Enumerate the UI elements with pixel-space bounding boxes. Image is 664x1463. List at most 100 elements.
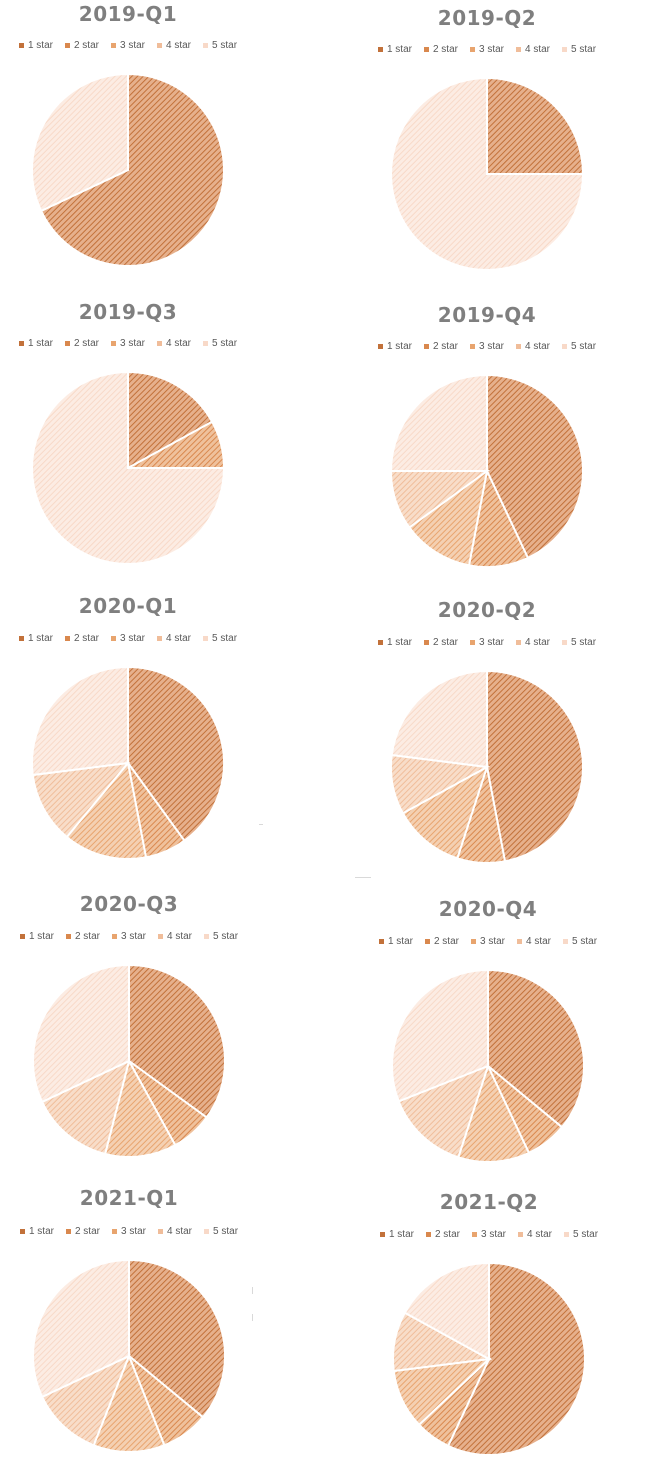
legend-label: 3 star — [120, 1226, 146, 1237]
chart-title-2021-q2: 2021-Q2 — [439, 1190, 539, 1214]
pie-slice-5-star — [31, 72, 129, 213]
legend-item: 2 star — [64, 40, 99, 51]
pie-slice-1-star — [127, 665, 225, 843]
divider — [252, 1314, 253, 1321]
legend-2019-q4: 1 star 2 star 3 star 4 star 5 star — [372, 341, 602, 352]
pie-slice-3-star — [65, 760, 148, 860]
legend-label: 2 star — [434, 1229, 460, 1240]
legend-item: 5 star — [204, 1226, 238, 1237]
legend-label: 3 star — [119, 338, 145, 349]
legend-label: 2 star — [432, 341, 458, 352]
legend-swatch — [377, 640, 383, 645]
legend-swatch — [110, 43, 116, 48]
legend-item: 2 star — [65, 1226, 100, 1237]
legend-label: 1 star — [388, 1229, 414, 1240]
pie-slice-1-star — [486, 669, 584, 863]
legend-swatch — [111, 934, 117, 939]
chart-title-2019-q4: 2019-Q4 — [437, 303, 537, 327]
legend-swatch — [204, 1229, 210, 1234]
legend-label: 5 star — [213, 931, 239, 942]
divider — [252, 1287, 253, 1294]
legend-label: 3 star — [480, 1229, 506, 1240]
legend-item: 3 star — [110, 633, 145, 644]
legend-swatch — [158, 934, 163, 939]
legend-item: 1 star — [377, 341, 412, 352]
legend-label: 5 star — [571, 341, 597, 352]
legend-2019-q2: 1 star 2 star 3 star 4 star 5 star — [372, 44, 602, 55]
pie-slice-3-star — [457, 1063, 531, 1163]
legend-swatch — [203, 341, 209, 346]
legend-label: 5 star — [571, 637, 597, 648]
pie-slice-4-star — [40, 1059, 131, 1156]
pie-chart-2020-q1 — [31, 665, 225, 860]
pie-chart-2019-q2 — [390, 76, 585, 271]
legend-item: 4 star — [516, 44, 550, 55]
legend-item: 5 star — [203, 338, 237, 349]
legend-label: 3 star — [478, 341, 504, 352]
legend-swatch — [18, 43, 24, 48]
pie-slice-5-star — [403, 1261, 490, 1361]
legend-label: 1 star — [386, 44, 412, 55]
legend-swatch — [65, 1229, 71, 1234]
legend-2020-q4: 1 star 2 star 3 star 4 star 5 star — [373, 936, 603, 947]
pie-chart-2019-q4 — [389, 373, 584, 568]
legend-swatch — [19, 934, 25, 939]
legend-item: 2 star — [424, 936, 459, 947]
legend-label: 5 star — [212, 338, 238, 349]
legend-label: 1 star — [386, 637, 412, 648]
legend-swatch — [424, 939, 430, 944]
legend-label: 4 star — [525, 637, 551, 648]
legend-2019-q3: 1 star 2 star 3 star 4 star 5 star — [13, 338, 243, 349]
legend-2020-q1: 1 star 2 star 3 star 4 star 5 star — [13, 633, 243, 644]
legend-label: 5 star — [212, 40, 238, 51]
legend-2020-q3: 1 star 2 star 3 star 4 star 5 star — [14, 931, 244, 942]
chart-title-2019-q3: 2019-Q3 — [78, 300, 178, 324]
legend-swatch — [378, 939, 384, 944]
chart-title-2019-q2: 2019-Q2 — [437, 6, 537, 30]
legend-label: 5 star — [213, 1226, 239, 1237]
legend-swatch — [111, 1229, 117, 1234]
legend-swatch — [516, 344, 521, 349]
legend-item: 1 star — [377, 44, 412, 55]
legend-label: 2 star — [432, 44, 458, 55]
legend-swatch — [110, 341, 116, 346]
legend-swatch — [203, 636, 209, 641]
pie-slice-4-star — [31, 761, 131, 839]
legend-item: 4 star — [157, 633, 191, 644]
legend-swatch — [64, 43, 70, 48]
pie-slice-5-star — [390, 669, 488, 769]
legend-swatch — [562, 47, 568, 52]
legend-label: 4 star — [525, 341, 551, 352]
legend-item: 3 star — [111, 1226, 146, 1237]
legend-swatch — [157, 636, 162, 641]
legend-label: 1 star — [27, 40, 53, 51]
legend-swatch — [469, 640, 475, 645]
legend-item: 4 star — [158, 1226, 192, 1237]
legend-label: 3 star — [479, 936, 505, 947]
legend-swatch — [18, 636, 24, 641]
legend-swatch — [18, 341, 24, 346]
legend-label: 1 star — [27, 338, 53, 349]
legend-2021-q1: 1 star 2 star 3 star 4 star 5 star — [14, 1226, 244, 1237]
legend-swatch — [157, 43, 162, 48]
legend-item: 2 star — [423, 637, 458, 648]
legend-item: 4 star — [157, 338, 191, 349]
legend-item: 5 star — [204, 931, 238, 942]
legend-swatch — [19, 1229, 25, 1234]
legend-item: 2 star — [425, 1229, 460, 1240]
legend-2019-q1: 1 star 2 star 3 star 4 star 5 star — [13, 40, 243, 51]
legend-item: 5 star — [563, 936, 597, 947]
legend-label: 1 star — [386, 341, 412, 352]
legend-label: 5 star — [573, 1229, 599, 1240]
pie-slice-3-star — [92, 1353, 166, 1453]
legend-swatch — [425, 1232, 431, 1237]
pie-chart-2021-q2 — [392, 1261, 586, 1456]
legend-label: 2 star — [73, 40, 99, 51]
legend-item: 1 star — [19, 931, 54, 942]
pie-slice-1-star — [486, 373, 584, 560]
legend-swatch — [377, 47, 383, 52]
legend-swatch — [516, 640, 521, 645]
divider — [355, 877, 371, 878]
legend-label: 3 star — [478, 637, 504, 648]
legend-label: 1 star — [387, 936, 413, 947]
